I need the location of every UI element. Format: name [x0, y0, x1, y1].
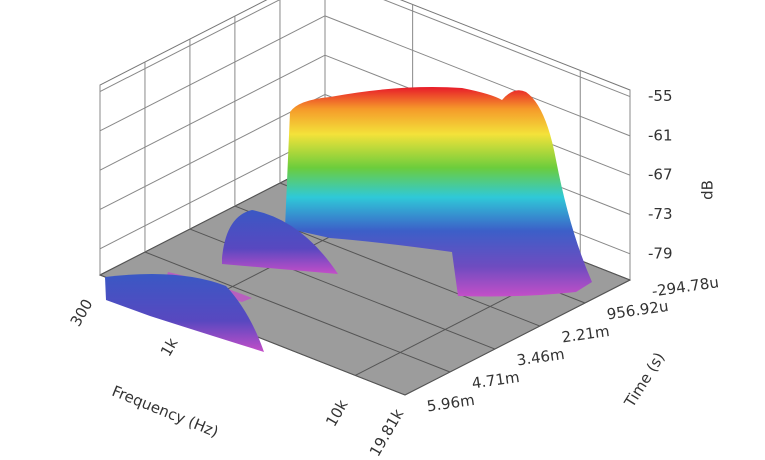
x-tick-label: 300: [67, 296, 97, 330]
y-tick-label: 956.92u: [606, 297, 670, 323]
z-tick-label: -67: [648, 166, 673, 184]
z-tick-label: -73: [648, 205, 673, 223]
z-tick-label: -79: [648, 244, 673, 262]
x-tick-label: 19.81k: [366, 406, 408, 460]
grid-line: [144, 251, 451, 373]
grid-line: [99, 133, 326, 250]
z-tick-label: -61: [648, 126, 673, 144]
y-tick-label: -294.78u: [651, 273, 720, 300]
grid-line: [99, 15, 326, 132]
z-axis-title: dB: [699, 180, 717, 200]
x-axis-title: Frequency (Hz): [109, 382, 221, 441]
surface-main: [285, 87, 592, 297]
grid-line: [99, 0, 281, 92]
y-tick-label: 4.71m: [471, 368, 521, 393]
surface-mid: [222, 210, 338, 274]
grid-line: [383, 0, 631, 98]
surface: [105, 87, 592, 352]
y-tick-label: 5.96m: [426, 391, 476, 416]
grid-line: [99, 54, 326, 171]
grid-line: [99, 94, 326, 210]
grid-line: [404, 279, 631, 396]
surface-front: [105, 274, 264, 352]
x-tick-label: 1k: [157, 335, 182, 360]
grid-line: [324, 15, 631, 137]
x-tick-label: 10k: [322, 396, 352, 429]
y-tick-label: 2.21m: [561, 322, 611, 347]
y-tick-label: 3.46m: [516, 345, 566, 370]
z-tick-label: -55: [648, 87, 673, 105]
y-axis-title: Time (s): [620, 349, 668, 411]
